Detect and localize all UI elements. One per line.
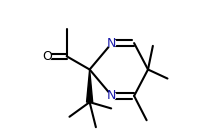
- Circle shape: [108, 39, 116, 47]
- Text: N: N: [107, 89, 117, 102]
- Text: O: O: [42, 50, 52, 63]
- Text: N: N: [107, 37, 117, 50]
- Circle shape: [108, 92, 116, 100]
- Polygon shape: [87, 70, 93, 102]
- Circle shape: [43, 52, 51, 60]
